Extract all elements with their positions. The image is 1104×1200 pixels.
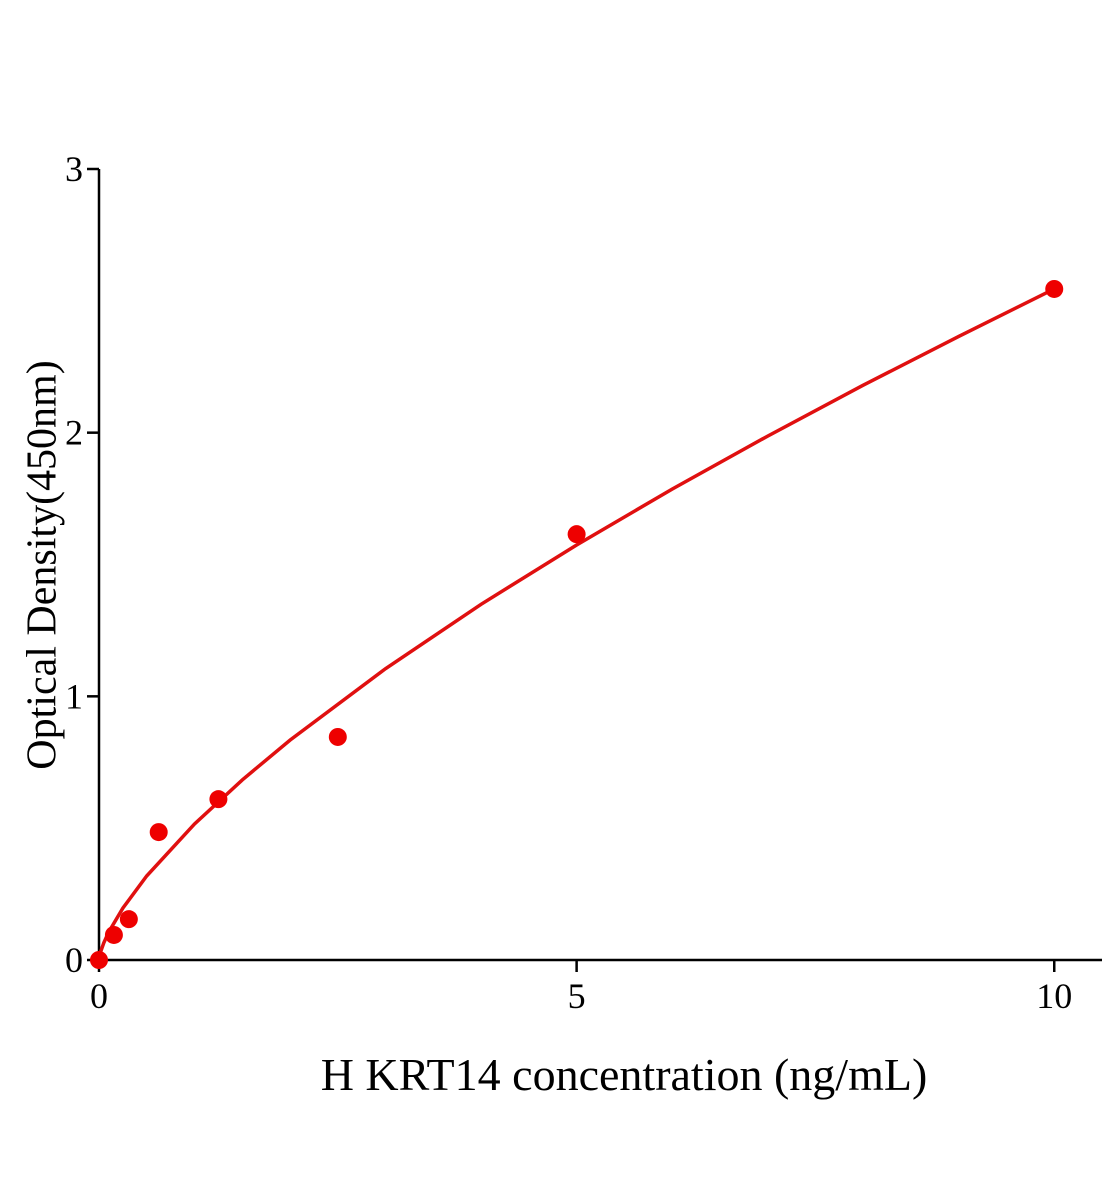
y-tick-label: 2 xyxy=(65,413,83,453)
data-point xyxy=(149,823,168,842)
x-axis-label: H KRT14 concentration (ng/mL) xyxy=(321,1049,928,1100)
data-point xyxy=(1045,279,1064,298)
y-tick-label: 0 xyxy=(65,940,83,980)
fit-curve xyxy=(97,287,1056,961)
x-tick-label: 0 xyxy=(90,976,108,1016)
x-tick-label: 5 xyxy=(568,976,586,1016)
data-point xyxy=(104,925,123,944)
y-tick-label: 3 xyxy=(65,149,83,189)
data-point xyxy=(567,525,586,544)
data-point xyxy=(119,910,138,929)
y-tick-label: 1 xyxy=(65,676,83,716)
x-tick-label: 10 xyxy=(1036,976,1072,1016)
data-point xyxy=(209,790,228,809)
data-point xyxy=(328,727,347,746)
data-point xyxy=(90,951,108,969)
y-axis-label: Optical Density(450nm) xyxy=(20,360,66,769)
